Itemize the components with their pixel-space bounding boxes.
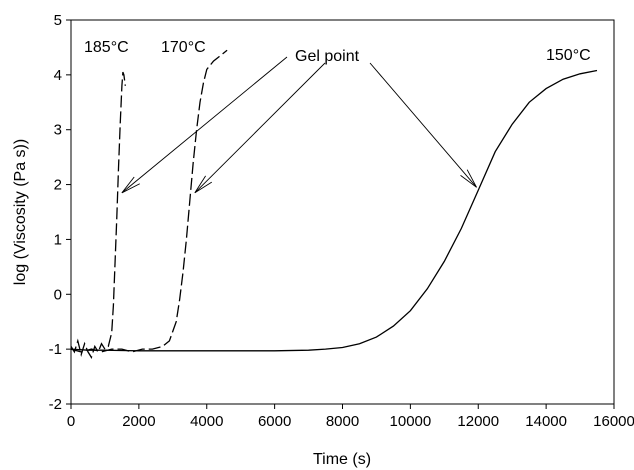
y-tick-label: -1 <box>49 341 62 358</box>
gel-arrow-150 <box>369 62 477 188</box>
gel-arrow-185 <box>121 56 288 194</box>
gel-arrow-170-head <box>194 175 213 194</box>
x-axis-title: Time (s) <box>313 451 371 468</box>
x-tick-label: 6000 <box>258 413 291 430</box>
x-tick-label: 10000 <box>390 413 432 430</box>
y-tick-label: 1 <box>54 231 62 248</box>
y-tick-label: 2 <box>54 177 62 194</box>
x-tick-label: 8000 <box>326 413 359 430</box>
x-tick-label: 2000 <box>122 413 155 430</box>
x-tick-label: 0 <box>67 413 75 430</box>
series-line-2 <box>70 69 598 352</box>
x-tick-label: 16000 <box>593 413 634 430</box>
gel-arrow-185-head <box>121 176 140 194</box>
y-axis-title: log (Viscosity (Pa s)) <box>12 139 29 285</box>
y-tick-label: 4 <box>54 67 62 84</box>
series-label-185: 185°C <box>84 39 129 56</box>
gel-arrow-170 <box>194 62 326 194</box>
x-axis: 0 2000 4000 6000 8000 10000 12000 14000 16000 <box>67 404 634 430</box>
x-tick-label: 12000 <box>457 413 499 430</box>
series-line-0 <box>70 71 126 359</box>
gel-point-label: Gel point <box>295 48 360 65</box>
series-label-170: 170°C <box>161 39 206 56</box>
series-line-1 <box>70 49 228 353</box>
gel-arrow-150-head <box>460 169 477 188</box>
x-tick-label: 14000 <box>525 413 567 430</box>
y-tick-label: 0 <box>54 286 62 303</box>
series-layer <box>70 49 598 359</box>
series-label-150: 150°C <box>546 47 591 64</box>
y-tick-label: -2 <box>49 396 62 413</box>
y-axis: -2 -1 0 1 2 3 4 5 <box>49 12 71 413</box>
x-tick-label: 4000 <box>190 413 223 430</box>
y-tick-label: 5 <box>54 12 62 29</box>
annotation-arrows <box>121 56 477 194</box>
y-tick-label: 3 <box>54 122 62 139</box>
plot-frame <box>70 19 615 405</box>
